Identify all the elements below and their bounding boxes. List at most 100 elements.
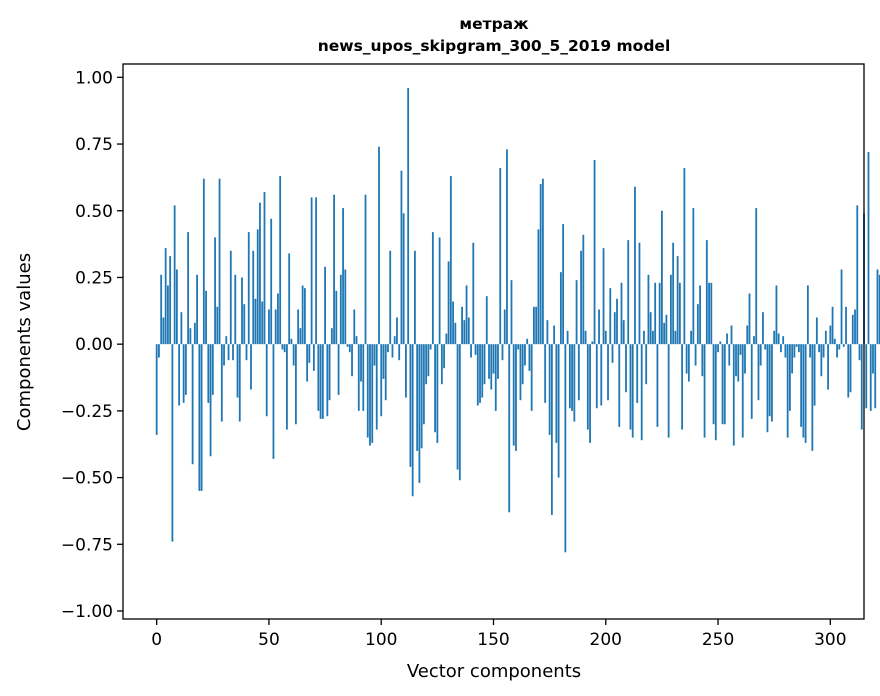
bar	[705, 240, 708, 345]
bar	[557, 344, 560, 478]
bar	[223, 344, 225, 366]
bar	[250, 344, 252, 390]
bar	[232, 344, 234, 361]
bar	[535, 306, 538, 345]
bar	[838, 344, 841, 350]
bar	[775, 285, 778, 345]
bar	[436, 344, 439, 443]
bar	[431, 232, 434, 345]
bar	[658, 282, 661, 345]
bar	[342, 208, 344, 345]
bar	[806, 285, 809, 345]
bar	[494, 344, 497, 411]
bar	[537, 229, 540, 345]
bar	[654, 282, 657, 345]
bar	[739, 344, 742, 355]
bar	[445, 333, 448, 345]
bar	[595, 344, 598, 409]
bar	[348, 344, 351, 353]
bar	[277, 293, 279, 345]
bar	[577, 344, 580, 401]
bar	[638, 242, 641, 345]
bar	[483, 344, 486, 385]
bar	[393, 336, 396, 345]
bar	[842, 344, 845, 347]
bar	[319, 344, 322, 419]
bar	[402, 213, 405, 345]
bar	[867, 152, 870, 345]
bar	[288, 253, 291, 345]
bar	[546, 320, 549, 345]
bar	[299, 328, 302, 345]
y-tick-label: −0.50	[61, 469, 113, 489]
bar	[696, 304, 699, 345]
bar	[616, 298, 618, 345]
bar	[582, 234, 585, 345]
bar	[694, 344, 697, 366]
bar	[649, 312, 652, 345]
bar	[849, 344, 852, 393]
bar	[789, 344, 791, 411]
bar	[198, 344, 201, 491]
bar	[184, 344, 187, 395]
bar	[274, 309, 277, 345]
chart-title: метраж	[459, 15, 529, 33]
bar	[512, 344, 515, 446]
bar	[802, 344, 805, 438]
bar	[714, 344, 717, 441]
bar	[600, 344, 603, 406]
bar	[162, 317, 165, 345]
bar	[559, 272, 562, 345]
bar	[804, 344, 807, 443]
bar	[712, 344, 715, 425]
bar	[667, 344, 670, 438]
bar	[580, 250, 582, 345]
bar	[465, 285, 468, 345]
bar	[259, 202, 261, 345]
y-axis-label: Components values	[14, 253, 35, 431]
bar	[396, 317, 398, 345]
bar	[492, 344, 495, 374]
bar	[589, 344, 591, 443]
bar	[620, 282, 623, 345]
bar	[220, 344, 223, 422]
bar	[256, 229, 259, 345]
bar	[766, 344, 769, 433]
bar	[321, 344, 324, 419]
bar	[369, 344, 371, 446]
bar	[499, 168, 502, 345]
bar	[286, 344, 288, 430]
bar	[330, 328, 333, 345]
bar	[303, 288, 306, 345]
bar	[708, 282, 710, 345]
bar	[355, 336, 358, 345]
bar	[238, 344, 241, 422]
bar	[346, 344, 349, 347]
bar	[474, 344, 477, 355]
bar	[326, 344, 329, 417]
bar	[508, 344, 511, 513]
bar	[656, 344, 659, 427]
bar	[544, 344, 547, 403]
bar	[243, 304, 246, 345]
y-axis: −1.00 −0.75 −0.50 −0.25 0.00 0.25 0.50 0.75 1.00	[61, 68, 123, 622]
bar	[175, 269, 178, 345]
bar	[809, 344, 812, 358]
bar	[672, 242, 675, 345]
bar	[571, 344, 573, 411]
bar	[874, 344, 877, 409]
bar	[375, 344, 378, 430]
x-tick-label: 200	[590, 630, 622, 650]
bar	[234, 274, 237, 345]
y-tick-label: −0.25	[61, 402, 113, 422]
bar	[793, 344, 796, 358]
bar	[209, 344, 212, 457]
bar	[741, 344, 744, 438]
bar	[643, 330, 645, 345]
bar	[845, 306, 847, 345]
bar	[501, 344, 504, 361]
bar	[692, 208, 695, 345]
bar	[629, 344, 632, 430]
bar	[795, 344, 798, 347]
bar	[481, 344, 484, 398]
